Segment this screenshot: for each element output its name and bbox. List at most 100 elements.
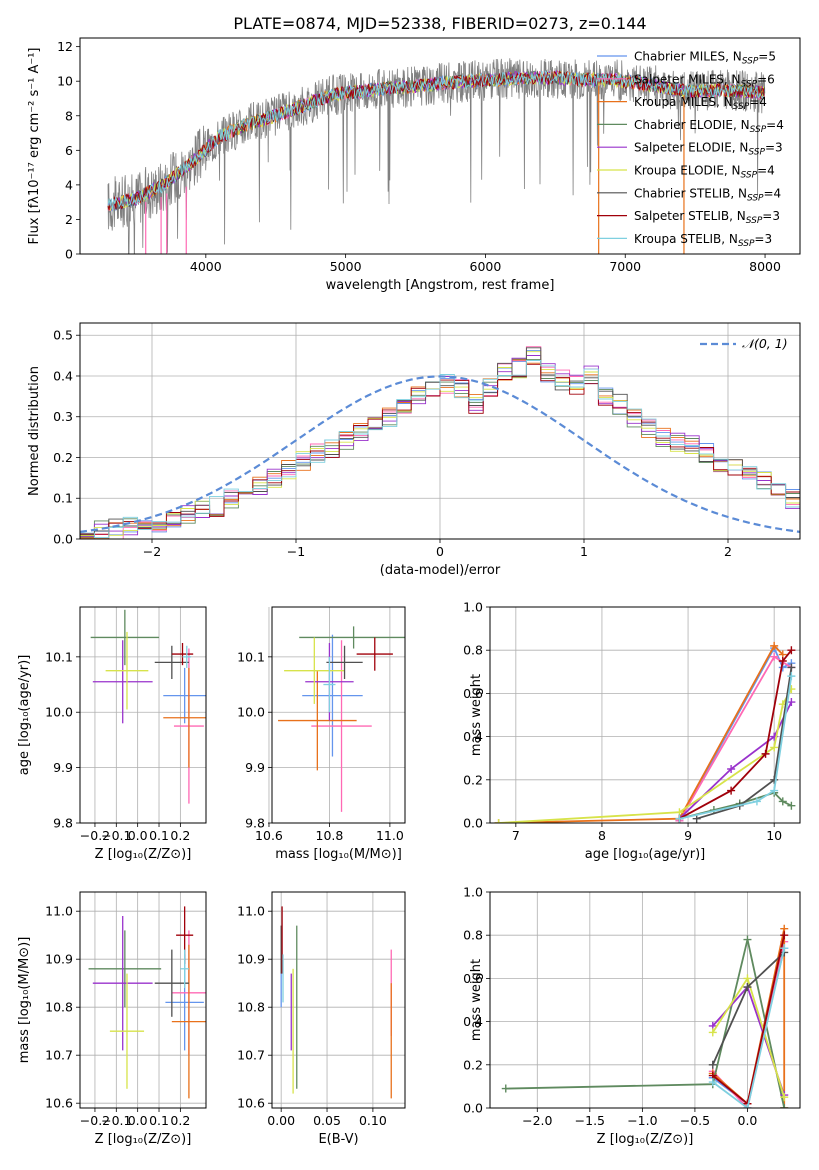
x-tick-label: 0.00	[267, 1113, 295, 1128]
x-tick-label: 1	[580, 544, 588, 559]
y-axis-label: mass [log₁₀(M/M⊙)]	[17, 937, 32, 1064]
legend-subscript: SSP	[738, 239, 755, 249]
chart-mass_vs_ebv: 0.00 0.05 0.10 10.6 10.7 10.8 10.9 11.0 E(B-V)	[237, 891, 406, 1147]
legend-count: =3	[762, 209, 780, 223]
mass-weight-marker	[708, 1028, 717, 1037]
y-tick-label: 0.3	[53, 409, 73, 424]
legend-subscript: SSP	[733, 102, 750, 112]
x-tick-label: 0.1	[149, 1113, 169, 1128]
x-tick-label: −0.5	[680, 1113, 710, 1128]
y-tick-label: 0.4	[53, 368, 73, 383]
mass-weight-marker	[787, 801, 796, 810]
mass-weight-marker	[778, 657, 787, 665]
y-tick-label: 10.6	[237, 1096, 265, 1111]
x-tick-label: −0.2	[80, 1113, 110, 1128]
legend-entry: Salpeter ELODIE, NSSP=3	[634, 141, 783, 158]
mass-weight-marker	[501, 1084, 510, 1093]
plot-area	[278, 626, 405, 812]
x-tick-label: −1.0	[627, 1113, 657, 1128]
mass-weight-marker	[743, 935, 752, 944]
legend-count: =4	[766, 118, 784, 132]
axes-frame	[79, 891, 207, 1109]
x-tick-label: 6000	[470, 259, 502, 274]
y-tick-label: 8	[65, 108, 73, 123]
legend-entry: Salpeter STELIB, NSSP=3	[634, 209, 780, 226]
plot-area	[107, 58, 766, 254]
mass-weight-marker	[770, 743, 779, 752]
legend-entry: Kroupa ELODIE, NSSP=4	[634, 164, 775, 181]
mass-weight-marker	[770, 641, 779, 650]
y-tick-label: 0.8	[463, 643, 483, 658]
legend-subscript: SSP	[741, 171, 758, 181]
x-axis-label: Z [log₁₀(Z/Z⊙)]	[95, 1132, 192, 1147]
legend-count: =3	[754, 232, 772, 246]
x-tick-label: 5000	[330, 259, 362, 274]
y-tick-label: 0.0	[53, 532, 73, 547]
x-tick-label: 0.0	[128, 1113, 148, 1128]
y-tick-label: 1.0	[463, 885, 483, 900]
x-tick-label: 8000	[749, 259, 781, 274]
y-tick-label: 10.1	[45, 649, 73, 664]
legend-subscript: SSP	[746, 216, 763, 226]
legend-entry: Chabrier STELIB, NSSP=4	[634, 186, 781, 203]
chart-spectrum: 4000 5000 6000 7000 8000 0 2 4 6 8 10 12 wavelength …	[27, 37, 801, 293]
mass-weight-marker	[780, 931, 789, 940]
legend-count: =5	[758, 50, 776, 64]
x-tick-label: −1.5	[575, 1113, 605, 1128]
y-tick-label: 0.8	[463, 928, 483, 943]
x-tick-label: −0.1	[101, 828, 131, 843]
mass-weight-marker	[770, 652, 779, 661]
y-tick-label: 0.4	[463, 1014, 483, 1029]
y-tick-label: 11.0	[237, 904, 265, 919]
x-tick-label: −0.1	[101, 1113, 131, 1128]
axes-frame	[489, 891, 801, 1109]
x-tick-label: 0.0	[738, 1113, 758, 1128]
y-tick-label: 10.8	[237, 1000, 265, 1015]
mass-weight-marker	[727, 786, 736, 795]
residual-histogram-step	[80, 360, 800, 539]
mass-weight-line	[696, 667, 793, 820]
y-tick-label: 9.9	[53, 760, 73, 775]
x-axis-label: mass [log₁₀(M/M⊙)]	[275, 847, 402, 862]
x-tick-label: −0.2	[80, 828, 110, 843]
y-tick-label: 11.0	[45, 904, 73, 919]
mass-weight-marker	[743, 1104, 752, 1108]
chart-mass_vs_Z: −0.2−0.10.0 0.1 0.2 10.6 10.7 10.8 10.9 11.0 Z […	[17, 891, 207, 1147]
legend-count: =3	[765, 141, 783, 155]
legend-subscript: SSP	[747, 193, 764, 203]
mass-weight-marker	[787, 646, 796, 655]
mass-weight-marker	[787, 672, 796, 681]
chart-age_vs_mass: 10.6 10.8 11.0 9.8 9.9 10.0 10.1 mass [log₁₀(M/…	[237, 606, 406, 862]
x-tick-label: 0.10	[359, 1113, 387, 1128]
y-tick-label: 10.7	[237, 1048, 265, 1063]
y-tick-label: 0.2	[463, 772, 483, 787]
legend-entry: Chabrier ELODIE, NSSP=4	[634, 118, 784, 135]
legend-entry: Chabrier MILES, NSSP=5	[634, 50, 776, 67]
normal-distribution-curve	[80, 375, 800, 533]
plot-area	[280, 906, 392, 1099]
x-tick-label: 11.0	[376, 828, 404, 843]
axes-frame	[271, 606, 406, 824]
x-axis-label: (data-model)/error	[380, 563, 501, 578]
y-axis-label: Flux [fλ10⁻¹⁷ erg cm⁻² s⁻¹ A⁻¹]	[27, 48, 42, 245]
x-tick-label: 10.6	[255, 828, 283, 843]
mass-weight-marker	[708, 1078, 717, 1087]
legend-count: =4	[764, 186, 782, 200]
legend-subscript: SSP	[750, 125, 767, 135]
mass-weight-line	[498, 644, 784, 823]
y-axis-label: mass weight	[469, 674, 484, 756]
y-tick-label: 2	[65, 212, 73, 227]
y-tick-label: 0.0	[463, 1101, 483, 1116]
y-tick-label: 10.6	[45, 1096, 73, 1111]
y-tick-label: 9.9	[245, 760, 265, 775]
x-tick-label: 0.2	[170, 1113, 190, 1128]
mass-weight-line	[712, 947, 786, 1108]
x-tick-label: 7	[512, 828, 520, 843]
legend-count: =4	[749, 95, 767, 109]
mass-weight-marker	[778, 797, 787, 806]
mass-weight-marker	[692, 814, 701, 823]
legend-entry: 𝒩(0, 1)	[742, 336, 788, 351]
x-tick-label: 2	[724, 544, 732, 559]
model-fit-line	[107, 70, 765, 212]
